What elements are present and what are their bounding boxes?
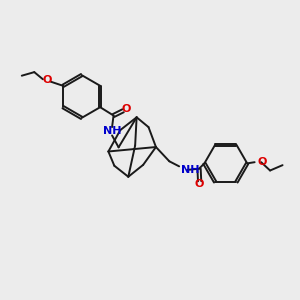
Text: O: O	[42, 76, 51, 85]
Text: NH: NH	[103, 126, 121, 136]
Text: O: O	[194, 179, 204, 189]
Text: O: O	[258, 157, 267, 167]
Text: NH: NH	[181, 165, 199, 175]
Text: O: O	[121, 104, 131, 114]
